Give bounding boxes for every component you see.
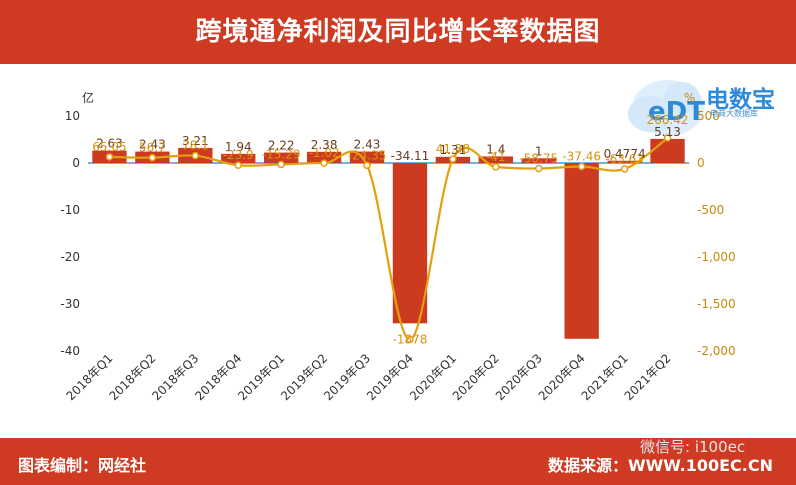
logo-mark-text: eDT xyxy=(648,97,705,127)
line-point xyxy=(663,134,672,142)
line-point xyxy=(234,161,242,169)
bar-value-label: -34.11 xyxy=(391,149,430,163)
logo-cloud-icon: eDT xyxy=(628,80,705,136)
logo-subtitle: 电商大数据库 xyxy=(710,109,758,118)
right-tick-label: -1,000 xyxy=(697,250,736,264)
line-value-label: 56.7 xyxy=(139,141,166,155)
left-tick-label: -20 xyxy=(60,250,80,264)
bar-mark xyxy=(521,158,556,163)
right-tick-label: 0 xyxy=(697,156,705,170)
line-value-label: 41.38 xyxy=(436,142,470,156)
left-tick-label: 0 xyxy=(72,156,80,170)
bar-value-label: 2.63 xyxy=(96,137,123,151)
category-label: 2021年Q2 xyxy=(622,351,674,403)
logo-title: 电数宝 xyxy=(706,87,775,113)
line-point xyxy=(577,162,586,171)
bar-value-label: 2.43 xyxy=(354,138,381,152)
line-value-label: -41 xyxy=(486,150,506,164)
line-value-label: -24.35 xyxy=(348,148,387,162)
left-tick-label: 10 xyxy=(65,109,80,123)
chart-area: eDT 10 0 -10 -20 -30 -40 亿 500 0 -500 -1,000 -1,500… xyxy=(60,80,736,403)
chart-author: 图表编制：网经社 xyxy=(18,456,147,475)
line-value-label: -1878 xyxy=(393,333,428,347)
bar-mark xyxy=(306,151,342,163)
line-value-label: 266.42 xyxy=(647,113,689,127)
line-value-label: -58.75 xyxy=(519,152,558,166)
left-tick-label: -40 xyxy=(60,344,80,358)
line-point xyxy=(620,165,629,173)
line-point xyxy=(535,164,543,173)
right-tick-label: -2,000 xyxy=(697,344,736,358)
bar-value-label: 1.31 xyxy=(440,143,467,157)
line-point xyxy=(449,155,457,163)
line-value-label: -15.29 xyxy=(262,147,301,161)
data-source: 数据来源：WWW.100EC.CN xyxy=(548,456,774,475)
right-tick-label: -500 xyxy=(697,203,724,217)
right-tick-label: -1,500 xyxy=(697,297,736,311)
line-point xyxy=(105,153,114,161)
growth-rate-line xyxy=(109,137,669,341)
right-axis-unit: % xyxy=(684,91,695,105)
bar-value-label: 2.38 xyxy=(311,138,338,152)
bar-mark xyxy=(392,163,428,324)
line-point xyxy=(191,151,200,160)
line-point xyxy=(148,153,157,162)
line-value-label: -63.63 xyxy=(605,152,644,166)
left-tick-label: -30 xyxy=(60,297,80,311)
bar-value-label: 1 xyxy=(535,144,543,158)
right-tick-label: 500 xyxy=(697,109,720,123)
bar-value-label: 3.21 xyxy=(182,134,209,148)
bar-mark xyxy=(264,152,299,163)
bar-value-label: 0.4774 xyxy=(604,147,646,161)
bar-mark xyxy=(478,156,513,163)
bar-value-label: 1.94 xyxy=(225,140,252,154)
left-axis-unit: 亿 xyxy=(82,90,94,105)
line-point xyxy=(406,335,414,344)
footer-bar xyxy=(0,438,796,485)
bar-value-label: 2.43 xyxy=(139,138,166,152)
line-value-label: -23.9 xyxy=(223,148,254,162)
bar-mark xyxy=(650,138,685,163)
line-value-label: 78.1 xyxy=(182,139,209,153)
line-point xyxy=(363,161,371,170)
line-point xyxy=(320,159,328,167)
chart-title: 跨境通净利润及同比增长率数据图 xyxy=(195,17,601,47)
bar-mark xyxy=(349,151,385,163)
line-value-label: -37.46 xyxy=(562,150,601,164)
header-bar xyxy=(0,0,796,64)
line-point xyxy=(277,160,285,169)
wechat-watermark: 微信号: i100ec xyxy=(640,438,746,456)
line-value-label: 65.05 xyxy=(92,140,126,154)
bar-value-label: 2.22 xyxy=(268,139,295,153)
bar-value-label: 5.13 xyxy=(654,125,681,139)
left-tick-label: -10 xyxy=(60,203,80,217)
bar-value-label: 1.4 xyxy=(486,142,505,156)
line-value-label: -1.02 xyxy=(309,146,340,160)
bar-mark xyxy=(607,160,642,163)
bar-mark xyxy=(221,153,256,163)
bar-mark xyxy=(564,163,599,339)
line-point xyxy=(492,163,500,171)
